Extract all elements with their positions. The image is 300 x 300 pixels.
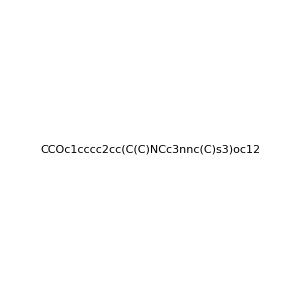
Text: CCOc1cccc2cc(C(C)NCc3nnc(C)s3)oc12: CCOc1cccc2cc(C(C)NCc3nnc(C)s3)oc12 [40,145,260,155]
